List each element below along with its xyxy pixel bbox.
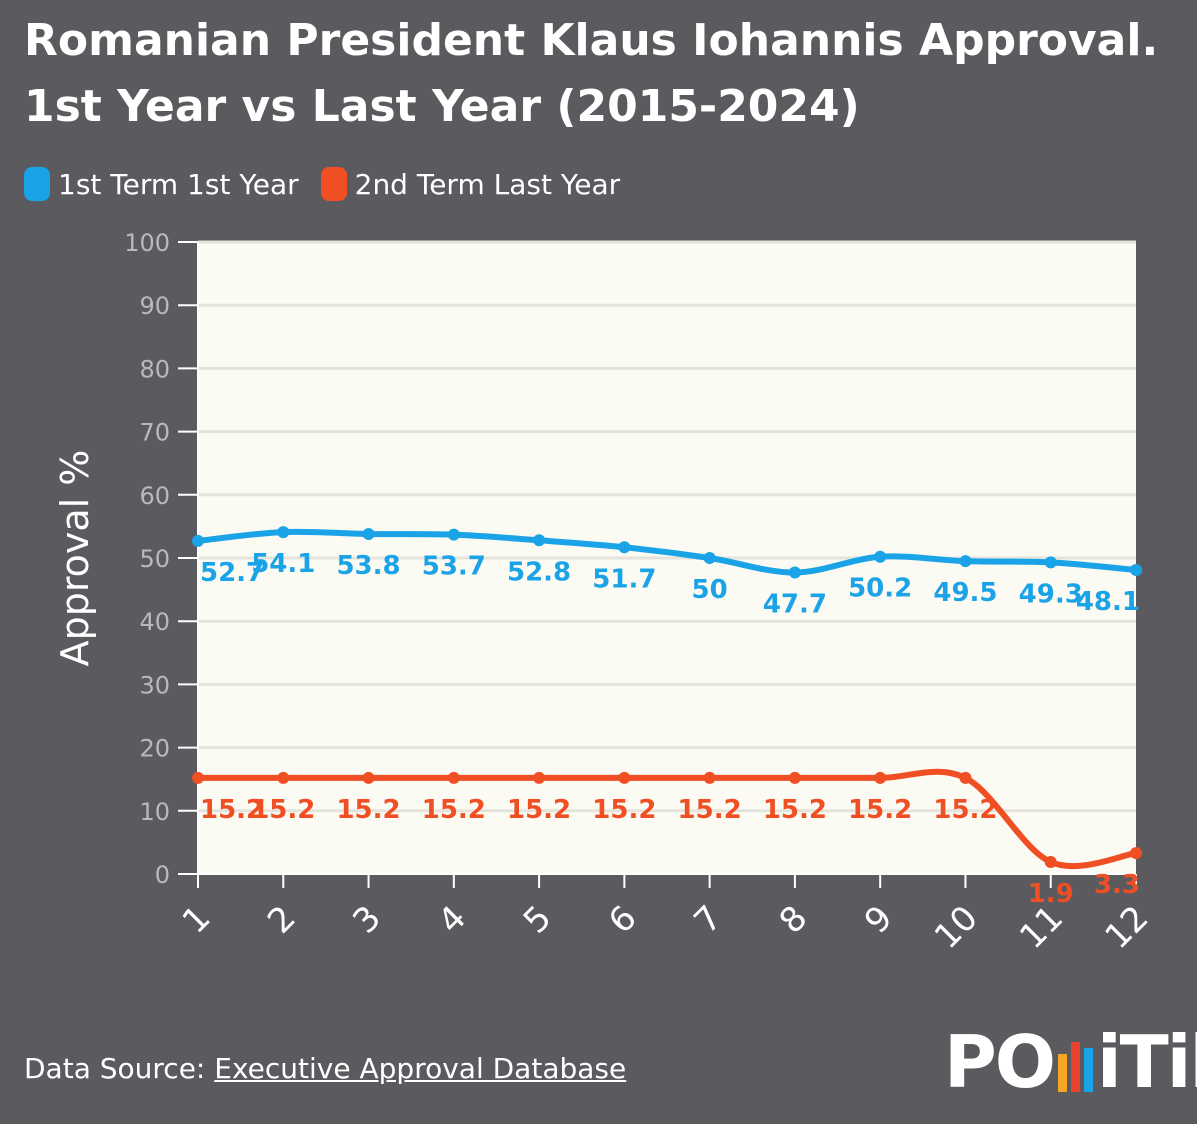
legend-swatch-second-term bbox=[320, 167, 347, 201]
x-tick-label-7: 7 bbox=[686, 898, 730, 942]
x-tick-label-3: 3 bbox=[345, 898, 389, 942]
x-tick-label-1: 1 bbox=[175, 898, 219, 942]
x-tick-label-4: 4 bbox=[431, 898, 475, 942]
point-first-term-10 bbox=[959, 555, 972, 568]
data-label-second-term-9: 15.2 bbox=[848, 795, 912, 825]
series-lines: 52.754.1 53.8 53.7 52.8 51.7 50 47.7 50.2 49.5 49… bbox=[192, 526, 1142, 909]
point-first-term-11 bbox=[1044, 556, 1057, 569]
point-second-term-3 bbox=[362, 771, 375, 784]
series-line-first-term bbox=[195, 528, 1139, 576]
data-label-first-term-1: 52.7 bbox=[200, 558, 264, 588]
point-second-term-9 bbox=[874, 771, 887, 784]
logo-bar-1 bbox=[1057, 1054, 1067, 1092]
legend-label-first-term: 1st Term 1st Year bbox=[58, 167, 299, 201]
y-tick-label-0: 0 bbox=[155, 861, 170, 889]
data-label-first-term-2: 54.1 bbox=[251, 549, 315, 579]
series-first-term: 52.754.1 53.8 53.7 52.8 51.7 50 47.7 50.2 49.5 49… bbox=[192, 526, 1142, 620]
series-second-term: 15.215.2 15.2 15.2 15.2 15.2 15.2 15.2 15.2 15.2… bbox=[192, 768, 1142, 909]
y-tick-label-70: 70 bbox=[139, 419, 170, 447]
source-prefix: Data Source: bbox=[24, 1052, 215, 1085]
logo-bar-3 bbox=[1083, 1048, 1093, 1092]
point-second-term-2 bbox=[277, 771, 290, 784]
y-tick-label-50: 50 bbox=[139, 545, 170, 573]
legend-label-second-term: 2nd Term Last Year bbox=[354, 167, 621, 201]
data-label-first-term-12: 48.1 bbox=[1076, 587, 1140, 617]
point-first-term-8 bbox=[788, 566, 801, 579]
y-axis-label: Approval % bbox=[53, 450, 97, 667]
y-axis-ticks: 0 10 20 30 40 50 60 70 80 90 100 bbox=[124, 229, 198, 889]
point-second-term-7 bbox=[703, 771, 716, 784]
logo-text-left: PO bbox=[944, 1020, 1056, 1104]
x-tick-label-9: 9 bbox=[857, 898, 901, 942]
point-first-term-6 bbox=[618, 541, 631, 554]
y-tick-label-90: 90 bbox=[139, 292, 170, 320]
data-label-first-term-9: 50.2 bbox=[848, 574, 912, 604]
gridlines bbox=[198, 240, 1136, 813]
point-second-term-6 bbox=[618, 771, 631, 784]
x-tick-label-5: 5 bbox=[516, 898, 560, 942]
x-tick-label-8: 8 bbox=[772, 898, 816, 942]
point-first-term-3 bbox=[362, 527, 375, 540]
point-first-term-5 bbox=[533, 534, 546, 547]
data-label-first-term-4: 53.7 bbox=[422, 552, 486, 582]
data-label-second-term-6: 15.2 bbox=[592, 795, 656, 825]
data-label-second-term-2: 15.2 bbox=[251, 795, 315, 825]
point-second-term-12 bbox=[1130, 847, 1142, 860]
x-tick-label-10: 10 bbox=[927, 898, 986, 957]
legend-swatch-first-term bbox=[24, 167, 50, 201]
point-second-term-5 bbox=[533, 771, 546, 784]
x-tick-label-2: 2 bbox=[260, 898, 304, 942]
data-label-first-term-6: 51.7 bbox=[592, 564, 656, 594]
point-second-term-11 bbox=[1044, 855, 1057, 868]
point-second-term-4 bbox=[447, 771, 460, 784]
politik-logo: PO iTik bbox=[944, 1024, 1197, 1100]
chart-title: Romanian President Klaus Iohannis Approv… bbox=[24, 15, 1159, 132]
y-tick-label-40: 40 bbox=[139, 608, 170, 636]
x-tick-label-12: 12 bbox=[1097, 898, 1156, 957]
source-link[interactable]: Executive Approval Database bbox=[214, 1052, 627, 1085]
data-label-second-term-5: 15.2 bbox=[507, 795, 571, 825]
data-label-first-term-3: 53.8 bbox=[336, 551, 400, 581]
point-second-term-8 bbox=[788, 771, 801, 784]
x-axis-ticks: 1 2 3 4 5 6 7 8 9 10 11 12 bbox=[175, 874, 1156, 957]
point-first-term-9 bbox=[874, 550, 887, 563]
y-tick-label-80: 80 bbox=[139, 355, 170, 383]
data-label-first-term-8: 47.7 bbox=[763, 590, 827, 620]
data-label-second-term-4: 15.2 bbox=[422, 795, 486, 825]
point-first-term-4 bbox=[447, 528, 460, 541]
y-tick-label-100: 100 bbox=[124, 229, 170, 257]
data-label-second-term-10: 15.2 bbox=[933, 795, 997, 825]
data-label-second-term-3: 15.2 bbox=[336, 795, 400, 825]
data-label-first-term-10: 49.5 bbox=[933, 578, 997, 608]
logo-bar-2 bbox=[1070, 1042, 1080, 1092]
data-label-second-term-1: 15.2 bbox=[200, 795, 264, 825]
y-tick-label-20: 20 bbox=[139, 735, 170, 763]
data-label-second-term-7: 15.2 bbox=[678, 795, 742, 825]
data-label-second-term-11: 1.9 bbox=[1028, 879, 1074, 909]
y-tick-label-30: 30 bbox=[139, 671, 170, 699]
data-label-second-term-12: 3.3 bbox=[1094, 870, 1140, 900]
data-source: Data Source: Executive Approval Database bbox=[24, 1052, 626, 1085]
point-first-term-12 bbox=[1130, 564, 1142, 577]
data-label-first-term-7: 50 bbox=[692, 575, 728, 605]
data-label-first-term-5: 52.8 bbox=[507, 557, 571, 587]
point-second-term-1 bbox=[192, 771, 204, 784]
point-first-term-1 bbox=[192, 534, 204, 547]
legend-item-second-term[interactable]: 2nd Term Last Year bbox=[320, 167, 621, 201]
data-label-first-term-11: 49.3 bbox=[1019, 579, 1083, 609]
logo-bars-icon bbox=[1057, 1042, 1093, 1092]
y-tick-label-60: 60 bbox=[139, 482, 170, 510]
data-label-second-term-8: 15.2 bbox=[763, 795, 827, 825]
legend: 1st Term 1st Year 2nd Term Last Year bbox=[24, 166, 620, 202]
logo-text-right: iTik bbox=[1096, 1020, 1197, 1104]
x-tick-label-6: 6 bbox=[601, 898, 645, 942]
point-first-term-7 bbox=[703, 552, 716, 564]
y-tick-label-10: 10 bbox=[139, 798, 170, 826]
point-second-term-10 bbox=[959, 771, 972, 784]
point-first-term-2 bbox=[277, 526, 290, 539]
legend-item-first-term[interactable]: 1st Term 1st Year bbox=[24, 167, 299, 201]
